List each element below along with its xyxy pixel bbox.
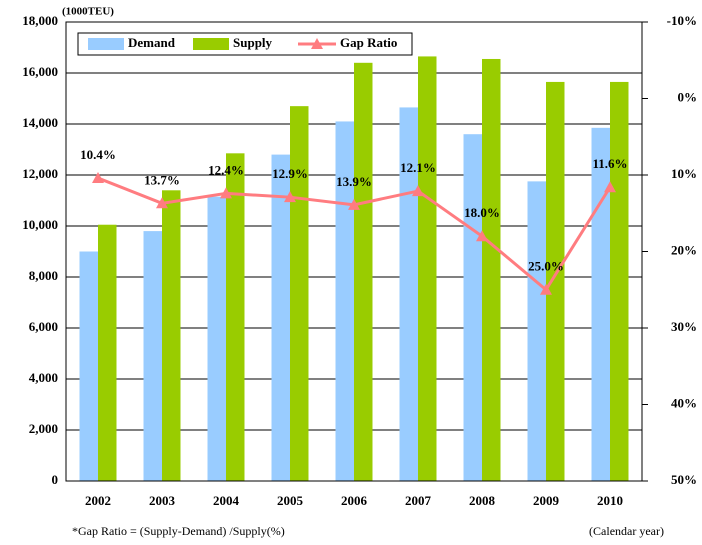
data-label: 13.9% [336, 174, 372, 189]
plot-frame [65, 21, 643, 482]
data-label: 18.0% [464, 205, 500, 220]
data-label: 13.7% [144, 172, 180, 187]
x-tick-label: 2010 [597, 493, 623, 508]
y-tick-label: 14,000 [22, 115, 58, 130]
data-label: 12.4% [208, 162, 244, 177]
bar [143, 231, 162, 481]
y-tick-label: 6,000 [29, 319, 58, 334]
y-tick-label: 0 [52, 472, 59, 487]
bar [610, 81, 629, 482]
y2-tick-label: 40% [671, 395, 697, 410]
y-tick-label: 18,000 [22, 13, 58, 28]
x-tick-label: 2004 [213, 493, 240, 508]
bar [290, 106, 309, 482]
y-tick-label: 10,000 [22, 217, 58, 232]
data-label: 12.1% [400, 160, 436, 175]
y-tick-label: 16,000 [22, 64, 58, 79]
bar [463, 134, 482, 481]
bar [162, 190, 181, 482]
point-marker [284, 191, 296, 203]
y-tick-label: 4,000 [29, 370, 58, 385]
bar [482, 58, 501, 481]
y2-tick-label: 20% [671, 242, 697, 257]
point-marker [92, 172, 104, 184]
bar [354, 62, 373, 482]
bar [79, 251, 98, 481]
bar [271, 154, 290, 481]
x-tick-label: 2008 [469, 493, 496, 508]
point-marker [540, 283, 552, 295]
y2-tick-label: 0% [678, 89, 698, 104]
x-tick-label: 2006 [341, 493, 368, 508]
legend-box [77, 32, 413, 56]
data-label: 11.6% [592, 156, 627, 171]
data-label: 10.4% [80, 147, 116, 162]
point-marker [476, 230, 488, 242]
data-label: 12.9% [272, 166, 308, 181]
point-marker [348, 198, 360, 210]
footnote: *Gap Ratio = (Supply-Demand) /Supply(%) [72, 524, 285, 538]
legend-label: Supply [233, 35, 273, 50]
bar [226, 153, 245, 481]
bar [207, 196, 226, 482]
bar [546, 81, 565, 482]
legend-label: Gap Ratio [340, 35, 397, 50]
bar [591, 127, 610, 481]
point-marker [220, 187, 232, 199]
point-marker [412, 185, 424, 197]
x-tick-label: 2007 [405, 493, 432, 508]
y2-tick-label: 30% [671, 319, 697, 334]
y2-tick-label: 50% [671, 472, 697, 487]
y2-tick-label: -10% [667, 13, 697, 28]
y-tick-label: 8,000 [29, 268, 58, 283]
y-tick-label: 12,000 [22, 166, 58, 181]
legend-swatch [193, 38, 229, 50]
x-tick-label: 2005 [277, 493, 304, 508]
bar [418, 56, 437, 482]
point-marker [604, 181, 616, 193]
bar [98, 224, 117, 481]
point-marker [156, 197, 168, 209]
x-tick-label: 2002 [85, 493, 111, 508]
x-tick-label: 2009 [533, 493, 560, 508]
x-tick-label: 2003 [149, 493, 176, 508]
y2-tick-label: 10% [671, 166, 697, 181]
bar [399, 107, 418, 482]
legend-swatch [88, 38, 124, 50]
bar [335, 121, 354, 481]
unit-label: (1000TEU) [62, 6, 114, 18]
legend-label: Demand [128, 35, 176, 50]
y-tick-label: 2,000 [29, 421, 58, 436]
x-axis-label: (Calendar year) [589, 524, 664, 538]
bar [527, 181, 546, 481]
legend-marker [311, 38, 323, 49]
data-label: 25.0% [528, 259, 564, 274]
